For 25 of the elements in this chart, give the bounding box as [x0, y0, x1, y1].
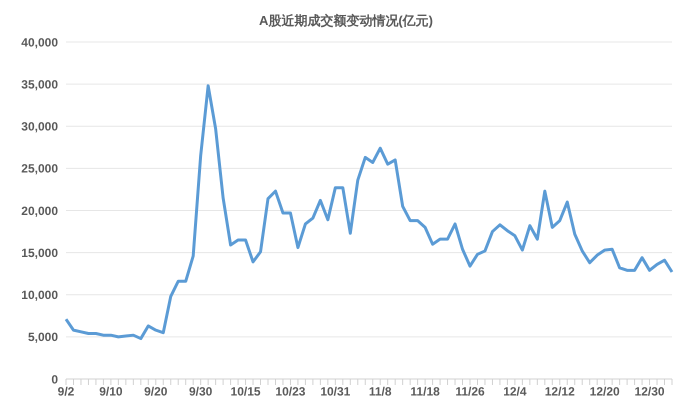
- x-tick-label: 9/20: [144, 384, 168, 399]
- x-tick-label: 10/15: [230, 384, 261, 399]
- y-tick-label: 15,000: [21, 246, 58, 260]
- x-tick-label: 11/26: [455, 384, 486, 399]
- x-tick-label: 12/12: [544, 384, 576, 399]
- y-tick-label: 25,000: [21, 162, 58, 176]
- x-tick-label: 12/30: [634, 384, 665, 399]
- x-tick-label: 9/10: [99, 384, 123, 399]
- y-tick-label: 30,000: [21, 120, 58, 134]
- y-tick-label: 40,000: [21, 35, 58, 50]
- x-tick-label: 9/2: [58, 384, 75, 399]
- y-tick-label: 5,000: [28, 330, 58, 344]
- x-tick-label: 9/30: [188, 384, 213, 399]
- x-tick-label: 12/20: [590, 384, 620, 399]
- y-tick-label: 10,000: [21, 288, 58, 302]
- chart-title: A股近期成交额变动情况(亿元): [258, 12, 434, 30]
- line-series: [64, 84, 674, 340]
- x-tick-label: 11/18: [410, 384, 440, 399]
- x-tick-label: 10/31: [320, 384, 351, 399]
- x-tick-label: 12/4: [503, 384, 527, 399]
- y-tick-label: 35,000: [21, 77, 58, 92]
- x-tick-label: 10/23: [275, 384, 306, 399]
- y-tick-label: 20,000: [21, 204, 58, 218]
- y-tick-label: 0: [51, 372, 58, 386]
- x-tick-label: 11/8: [368, 384, 392, 399]
